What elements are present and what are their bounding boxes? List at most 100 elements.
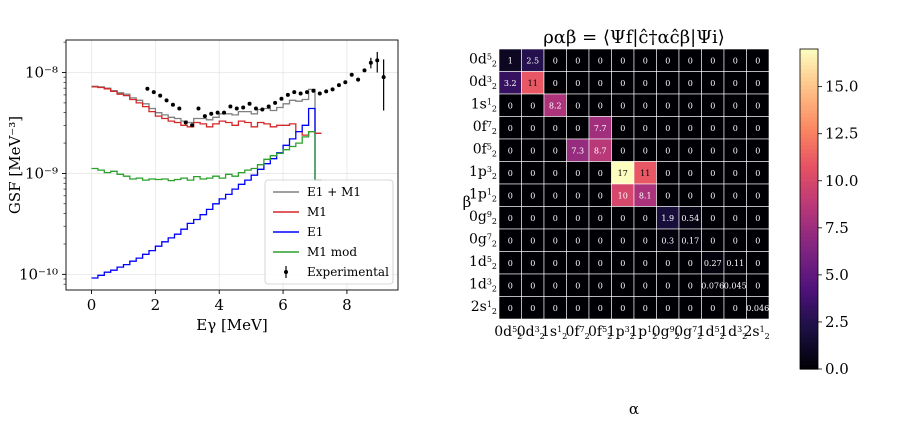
column-label: 0f72 (565, 324, 589, 341)
cell-value: 0 (755, 191, 760, 200)
colorbar-segment (800, 141, 818, 146)
colorbar-segment (800, 49, 818, 54)
cell-value: 0 (710, 214, 715, 223)
cell-value: 0 (598, 169, 603, 178)
cell-value: 0 (733, 146, 738, 155)
colorbar-segment (800, 325, 818, 330)
colorbar-segment (800, 261, 818, 266)
cell-value: 0 (643, 124, 648, 133)
cell-value: 0 (598, 101, 603, 110)
colorbar-segment (800, 349, 818, 354)
data-point (349, 72, 354, 77)
colorbar-segment (800, 61, 818, 66)
y-tick-label: 10⁻⁸ (25, 64, 58, 82)
colorbar-segment (800, 77, 818, 82)
cell-value: 0 (733, 101, 738, 110)
cell-value: 0 (508, 236, 513, 245)
cell-value: 0 (665, 169, 670, 178)
column-label: 0d32 (517, 324, 545, 341)
colorbar-segment (800, 205, 818, 210)
colorbar-segment (800, 137, 818, 142)
column-label: 1p32 (607, 324, 635, 341)
cell-value: 0 (598, 304, 603, 313)
data-point (145, 86, 150, 91)
cell-value: 0 (598, 236, 603, 245)
cell-value: 11 (640, 169, 650, 178)
colorbar-segment (800, 345, 818, 350)
column-label: 1d32 (719, 324, 747, 341)
cell-value: 0 (575, 101, 580, 110)
y-tick-label: 10⁻⁹ (25, 164, 58, 182)
colorbar-segment (800, 85, 818, 90)
cell-value: 0 (643, 259, 648, 268)
cell-value: 0 (530, 281, 535, 290)
colorbar-segment (800, 117, 818, 122)
cell-value: 0 (553, 304, 558, 313)
cell-value: 0 (733, 191, 738, 200)
colorbar-segment (800, 357, 818, 362)
x-tick-label: 8 (342, 296, 352, 314)
cell-value: 0 (643, 79, 648, 88)
cell-value: 0 (575, 304, 580, 313)
colorbar-segment (800, 197, 818, 202)
colorbar-tick-label: 0.0 (825, 360, 849, 378)
data-point (241, 105, 246, 110)
colorbar-segment (800, 181, 818, 186)
y-axis-label: β (463, 193, 472, 211)
colorbar-segment (800, 341, 818, 346)
colorbar-segment (800, 269, 818, 274)
cell-value: 0 (530, 101, 535, 110)
column-label: 0g72 (674, 324, 702, 341)
cell-value: 1 (508, 56, 513, 65)
plot-frame (65, 39, 399, 291)
cell-value: 0 (755, 236, 760, 245)
cell-value: 0 (643, 304, 648, 313)
cell-value: 0 (755, 101, 760, 110)
cell-value: 1.9 (661, 214, 674, 223)
legend-entry-label: Experimental (307, 265, 389, 279)
colorbar-segment (800, 241, 818, 246)
cell-value: 0 (665, 281, 670, 290)
colorbar-segment (800, 145, 818, 150)
data-point (170, 102, 175, 107)
cell-value: 7.3 (571, 146, 584, 155)
data-point (362, 68, 367, 73)
colorbar-segment (800, 101, 818, 106)
cell-value: 0 (575, 56, 580, 65)
colorbar-segment (800, 209, 818, 214)
cell-value: 0 (710, 79, 715, 88)
cell-value: 0 (553, 191, 558, 200)
cell-value: 8.1 (639, 191, 652, 200)
x-tick-label: 4 (214, 296, 224, 314)
cell-value: 0 (688, 259, 693, 268)
cell-value: 0 (733, 214, 738, 223)
cell-value: 0 (710, 56, 715, 65)
data-point (202, 114, 207, 119)
colorbar-segment (800, 365, 818, 370)
cell-value: 0 (688, 124, 693, 133)
cell-value: 0 (530, 236, 535, 245)
cell-value: 0 (688, 281, 693, 290)
colorbar-segment (800, 293, 818, 298)
colorbar-segment (800, 153, 818, 158)
cell-value: 0 (688, 169, 693, 178)
cell-value: 0 (598, 191, 603, 200)
cell-value: 0 (620, 304, 625, 313)
cell-value: 0 (755, 124, 760, 133)
cell-value: 0 (575, 259, 580, 268)
data-point (336, 83, 341, 88)
cell-value: 0 (553, 124, 558, 133)
colorbar-segment (800, 125, 818, 130)
data-point (177, 106, 182, 111)
cell-value: 17 (618, 169, 628, 178)
data-point (253, 106, 258, 111)
data-point (330, 87, 335, 92)
cell-value: 0 (755, 79, 760, 88)
row-label: 2s12 (471, 299, 497, 316)
colorbar-segment (800, 225, 818, 230)
cell-value: 7.7 (594, 124, 607, 133)
cell-value: 0 (620, 214, 625, 223)
cell-value: 11 (528, 79, 538, 88)
colorbar-frame (799, 48, 819, 370)
series-line (91, 130, 322, 182)
